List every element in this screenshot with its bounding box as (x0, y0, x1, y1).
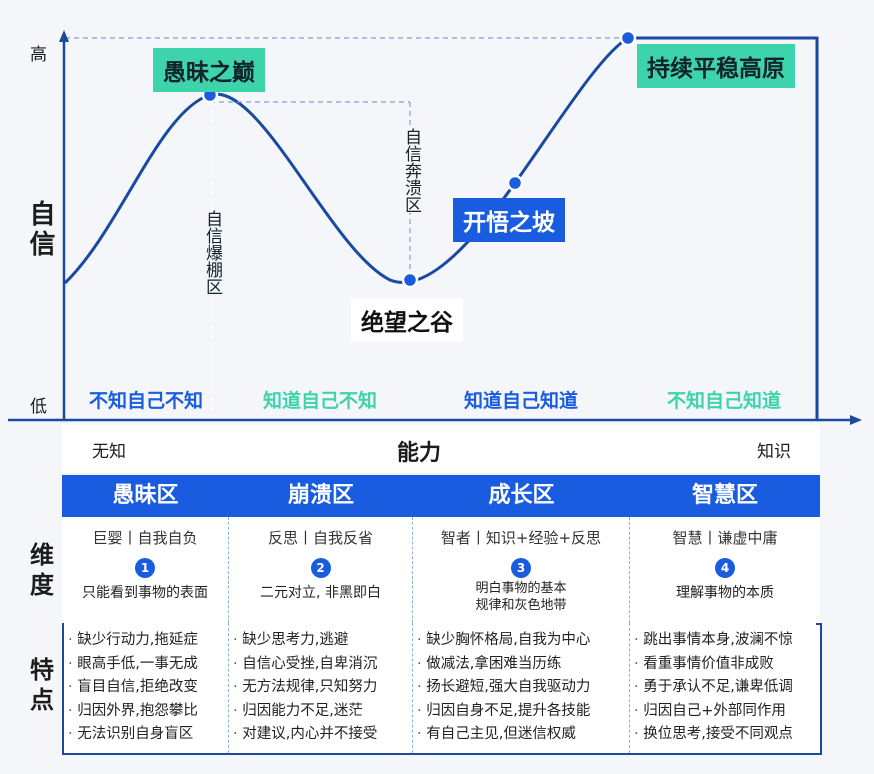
zone-burst-label: 自信爆棚区 (202, 210, 222, 295)
x-axis-title: 能力 (397, 441, 442, 466)
x-axis-arrow (850, 415, 862, 425)
number-badge: 3 (511, 558, 531, 578)
dimension-desc: 二元对立, 非黑即白 (260, 585, 381, 601)
zone-collapse-label: 自信奔溃区 (401, 128, 421, 213)
curve-line (63, 36, 819, 420)
feature-item: 缺少行动力,拖延症 (68, 629, 228, 653)
feature-item: 扬长避短,强大自我驱动力 (417, 676, 629, 700)
y-high-label: 高 (30, 45, 47, 65)
number-badge: 1 (135, 558, 155, 578)
feature-item: 有自己主见,但迷信权威 (417, 723, 629, 747)
y-low-label: 低 (30, 397, 47, 417)
dimension-title: 智者丨知识+经验+反思 (440, 529, 602, 547)
side-label-features: 特点 (30, 656, 54, 714)
ability-axis-row: 无知 能力 知识 (62, 425, 820, 473)
peak-stupidity-label: 愚昧之巅 (153, 48, 265, 92)
band-label-2: 知道自己不知 (262, 390, 377, 412)
feature-item: 换位思考,接受不同观点 (634, 723, 816, 747)
number-badge: 4 (715, 558, 735, 578)
features-cell-4: 跳出事情本身,波澜不惊 看重事情价值非成败 勇于承认不足,谦卑低调 归因自己+外… (630, 623, 816, 753)
dimension-cell-1: 巨婴丨自我自负 1 只能看到事物的表面 (62, 517, 229, 623)
dimension-cell-4: 智慧丨谦虚中庸 4 理解事物的本质 (630, 517, 820, 623)
feature-item: 对建议,内心并不接受 (233, 723, 412, 747)
feature-item: 自信心受挫,自卑消沉 (233, 653, 412, 677)
band-fill-3 (413, 38, 629, 420)
valley-despair-label: 绝望之谷 (351, 298, 463, 342)
band-fill-1 (65, 38, 227, 420)
feature-item: 缺少胸怀格局,自我为中心 (417, 629, 629, 653)
x-left-label: 无知 (92, 442, 126, 462)
band-label-1: 不知自己不知 (88, 390, 203, 412)
features-list: 缺少思考力,逃避 自信心受挫,自卑消沉 无方法规律,只知努力 归因能力不足,迷茫… (229, 623, 412, 747)
slope-dot (506, 174, 524, 192)
zone-header-1: 愚昧区 (62, 475, 229, 517)
feature-item: 看重事情价值非成败 (634, 653, 816, 677)
feature-item: 眼高手低,一事无成 (68, 653, 228, 677)
feature-item: 归因自身不足,提升各技能 (417, 700, 629, 724)
features-cell-1: 缺少行动力,拖延症 眼高手低,一事无成 盲目自信,拒绝改变 归因外界,抱怨攀比 … (64, 623, 229, 753)
feature-item: 缺少思考力,逃避 (233, 629, 412, 653)
y-axis-arrow (59, 30, 69, 42)
dimension-desc: 理解事物的本质 (676, 585, 774, 601)
feature-item: 勇于承认不足,谦卑低调 (634, 676, 816, 700)
dimension-title: 反思丨自我反省 (267, 529, 373, 547)
features-cell-2: 缺少思考力,逃避 自信心受挫,自卑消沉 无方法规律,只知努力 归因能力不足,迷茫… (229, 623, 413, 753)
dimension-cell-3: 智者丨知识+经验+反思 3 明白事物的基本 规律和灰色地带 (413, 517, 630, 623)
feature-item: 跳出事情本身,波澜不惊 (634, 629, 816, 653)
plateau-dot (619, 29, 637, 47)
dunning-kruger-curve (8, 29, 862, 425)
x-right-label: 知识 (757, 442, 791, 462)
features-list: 跳出事情本身,波澜不惊 看重事情价值非成败 勇于承认不足,谦卑低调 归因自己+外… (630, 623, 816, 747)
feature-item: 无法识别自身盲区 (68, 723, 228, 747)
dimension-title: 智慧丨谦虚中庸 (672, 529, 778, 547)
features-list: 缺少胸怀格局,自我为中心 做减法,拿困难当历练 扬长避短,强大自我驱动力 归因自… (413, 623, 629, 747)
zone-header-3: 成长区 (413, 475, 630, 517)
side-label-dimension: 维度 (30, 541, 54, 599)
feature-item: 归因能力不足,迷茫 (233, 700, 412, 724)
dimension-desc: 明白事物的基本 规律和灰色地带 (475, 581, 567, 613)
band-label-4: 不知自己知道 (666, 390, 781, 412)
band-label-3: 知道自己知道 (463, 390, 578, 412)
band-fill-2 (227, 38, 413, 420)
dimension-cell-2: 反思丨自我反省 2 二元对立, 非黑即白 (229, 517, 413, 623)
features-cell-3: 缺少胸怀格局,自我为中心 做减法,拿困难当历练 扬长避短,强大自我驱动力 归因自… (413, 623, 630, 753)
band-fill-4 (629, 38, 817, 420)
zone-header-4: 智慧区 (630, 475, 820, 517)
plateau-label: 持续平稳高原 (637, 44, 795, 88)
features-list: 缺少行动力,拖延症 眼高手低,一事无成 盲目自信,拒绝改变 归因外界,抱怨攀比 … (64, 623, 228, 747)
dimension-title: 巨婴丨自我自负 (92, 529, 198, 547)
feature-item: 归因外界,抱怨攀比 (68, 700, 228, 724)
feature-item: 无方法规律,只知努力 (233, 676, 412, 700)
zone-header-2: 崩溃区 (229, 475, 413, 517)
number-badge: 2 (310, 558, 331, 578)
valley-dot (401, 271, 419, 289)
dimension-desc: 只能看到事物的表面 (82, 585, 208, 601)
feature-item: 盲目自信,拒绝改变 (68, 676, 228, 700)
feature-item: 做减法,拿困难当历练 (417, 653, 629, 677)
slope-enlighten-label: 开悟之坡 (453, 198, 565, 242)
feature-item: 归因自己+外部同作用 (634, 700, 816, 724)
y-axis-title: 自信 (25, 200, 55, 260)
